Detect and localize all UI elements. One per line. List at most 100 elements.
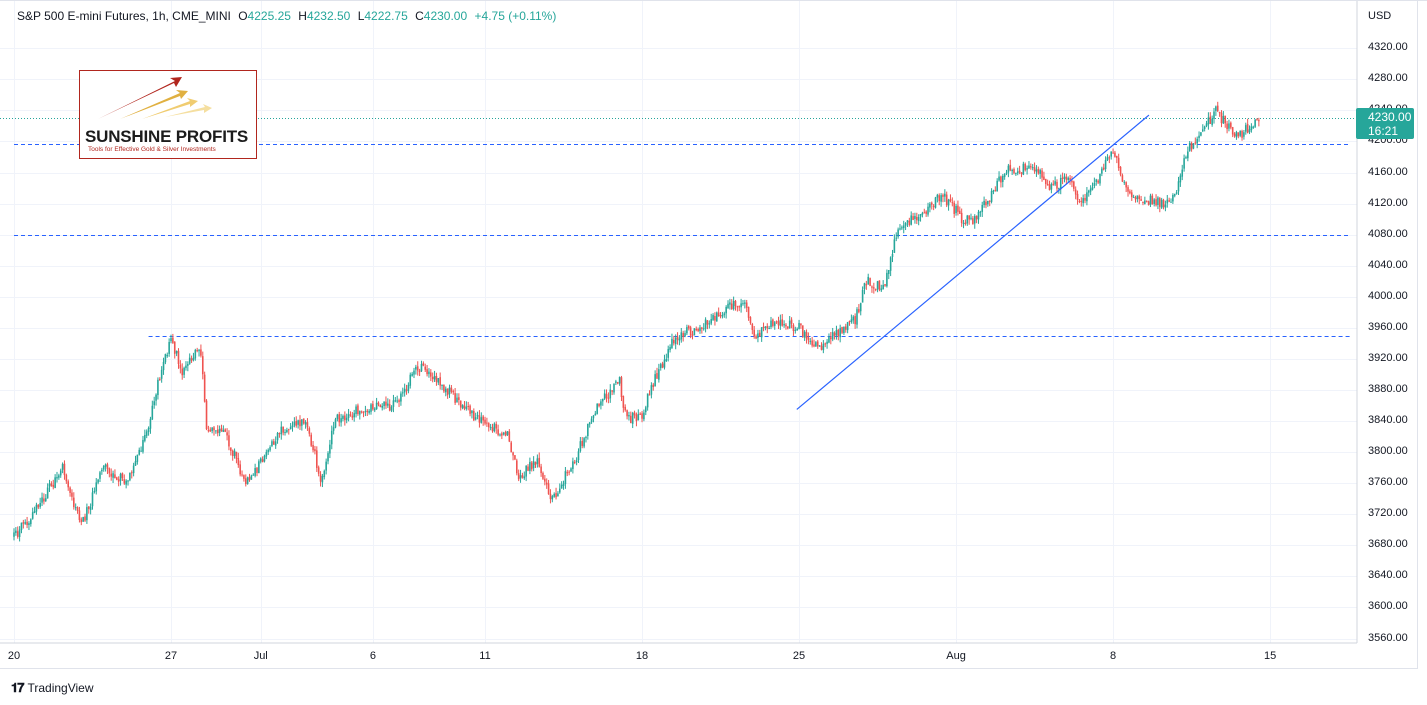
candle-up	[822, 343, 825, 351]
candle-down	[282, 426, 284, 433]
candle-down	[854, 316, 856, 325]
candle-up	[631, 412, 634, 424]
candle-down	[745, 302, 748, 308]
candle-up	[1093, 182, 1096, 187]
candle-down	[635, 414, 638, 422]
candle-up	[893, 239, 896, 253]
candle-down	[534, 462, 537, 465]
candle-down	[450, 387, 453, 392]
candle-up	[1149, 195, 1152, 205]
candle-up	[499, 434, 501, 436]
candle-up	[583, 438, 585, 447]
candle-down	[811, 340, 813, 346]
candle-down	[957, 205, 959, 212]
candle-down	[1044, 178, 1047, 184]
y-tick-label: 4160.00	[1368, 165, 1408, 178]
candle-down	[1000, 176, 1002, 183]
candle-down	[130, 472, 133, 474]
candle-down	[487, 423, 490, 428]
candle-down	[459, 400, 462, 408]
candle-up	[609, 389, 612, 399]
candle-up	[18, 529, 21, 537]
candle-down	[478, 415, 481, 423]
candle-down	[930, 202, 933, 205]
sunshine-profits-logo: SUNSHINE PROFITS Tools for Effective Gol…	[79, 70, 257, 159]
candle-down	[241, 474, 243, 476]
candle-down	[473, 411, 475, 421]
candle-down	[1013, 169, 1015, 174]
candle-up	[387, 403, 389, 406]
candle-down	[435, 375, 438, 382]
candle-down	[988, 200, 991, 202]
candle-up	[1250, 126, 1253, 131]
candle-up	[788, 320, 791, 329]
candle-up	[1173, 193, 1176, 196]
candle-up	[876, 281, 879, 290]
y-tick-label: 3720.00	[1368, 507, 1408, 520]
candle-up	[321, 476, 324, 483]
candle-down	[351, 415, 354, 418]
candle-down	[443, 384, 445, 392]
candle-up	[1196, 138, 1198, 144]
candle-down	[968, 215, 970, 220]
candle-up	[185, 365, 187, 369]
candle-down	[785, 324, 787, 327]
candle-down	[777, 321, 780, 326]
candle-up	[15, 530, 17, 533]
candle-down	[248, 476, 251, 481]
candle-up	[342, 415, 344, 419]
candle-down	[807, 337, 810, 341]
candle-up	[856, 309, 858, 325]
open-value: 4225.25	[247, 9, 291, 23]
candle-up	[914, 215, 916, 219]
candle-down	[639, 413, 641, 415]
candle-down	[1209, 116, 1212, 124]
candle-up	[1172, 195, 1174, 202]
candle-up	[246, 477, 249, 485]
candle-up	[902, 225, 905, 229]
candle-down	[43, 498, 45, 502]
candle-up	[934, 197, 937, 208]
candle-up	[39, 503, 41, 507]
candle-down	[975, 215, 978, 220]
candle-up	[61, 463, 64, 470]
candle-up	[1254, 119, 1256, 127]
candle-down	[71, 492, 73, 497]
candle-up	[659, 364, 662, 369]
candle-down	[344, 415, 346, 421]
candle-up	[276, 432, 279, 441]
candle-up	[28, 523, 30, 526]
y-tick-label: 4320.00	[1368, 41, 1408, 54]
candle-up	[882, 284, 884, 290]
candle-up	[1054, 181, 1056, 185]
candle-up	[947, 199, 950, 206]
y-tick-label: 3560.00	[1368, 631, 1408, 644]
candle-up	[1136, 195, 1139, 200]
candle-down	[1018, 170, 1021, 173]
candle-down	[833, 332, 836, 336]
candle-up	[560, 484, 563, 489]
candle-down	[673, 339, 675, 344]
candle-down	[1256, 119, 1258, 121]
candle-up	[211, 427, 213, 432]
candle-up	[218, 429, 221, 434]
candle-down	[545, 482, 548, 485]
candle-up	[667, 349, 670, 358]
candle-down	[1065, 176, 1068, 180]
candle-up	[474, 417, 477, 420]
candle-up	[160, 369, 163, 379]
candle-up	[144, 434, 146, 441]
candle-down	[736, 306, 739, 308]
candle-down	[504, 431, 507, 436]
candle-down	[1117, 157, 1120, 168]
candle-down	[16, 531, 19, 537]
candle-up	[330, 430, 333, 445]
candle-down	[1114, 152, 1116, 157]
candle-up	[658, 369, 660, 380]
candle-down	[237, 457, 240, 466]
candle-up	[291, 425, 294, 428]
candle-down	[830, 337, 832, 340]
candle-up	[373, 408, 376, 411]
footer-branding[interactable]: 𝟏𝟕 TradingView	[11, 680, 94, 696]
